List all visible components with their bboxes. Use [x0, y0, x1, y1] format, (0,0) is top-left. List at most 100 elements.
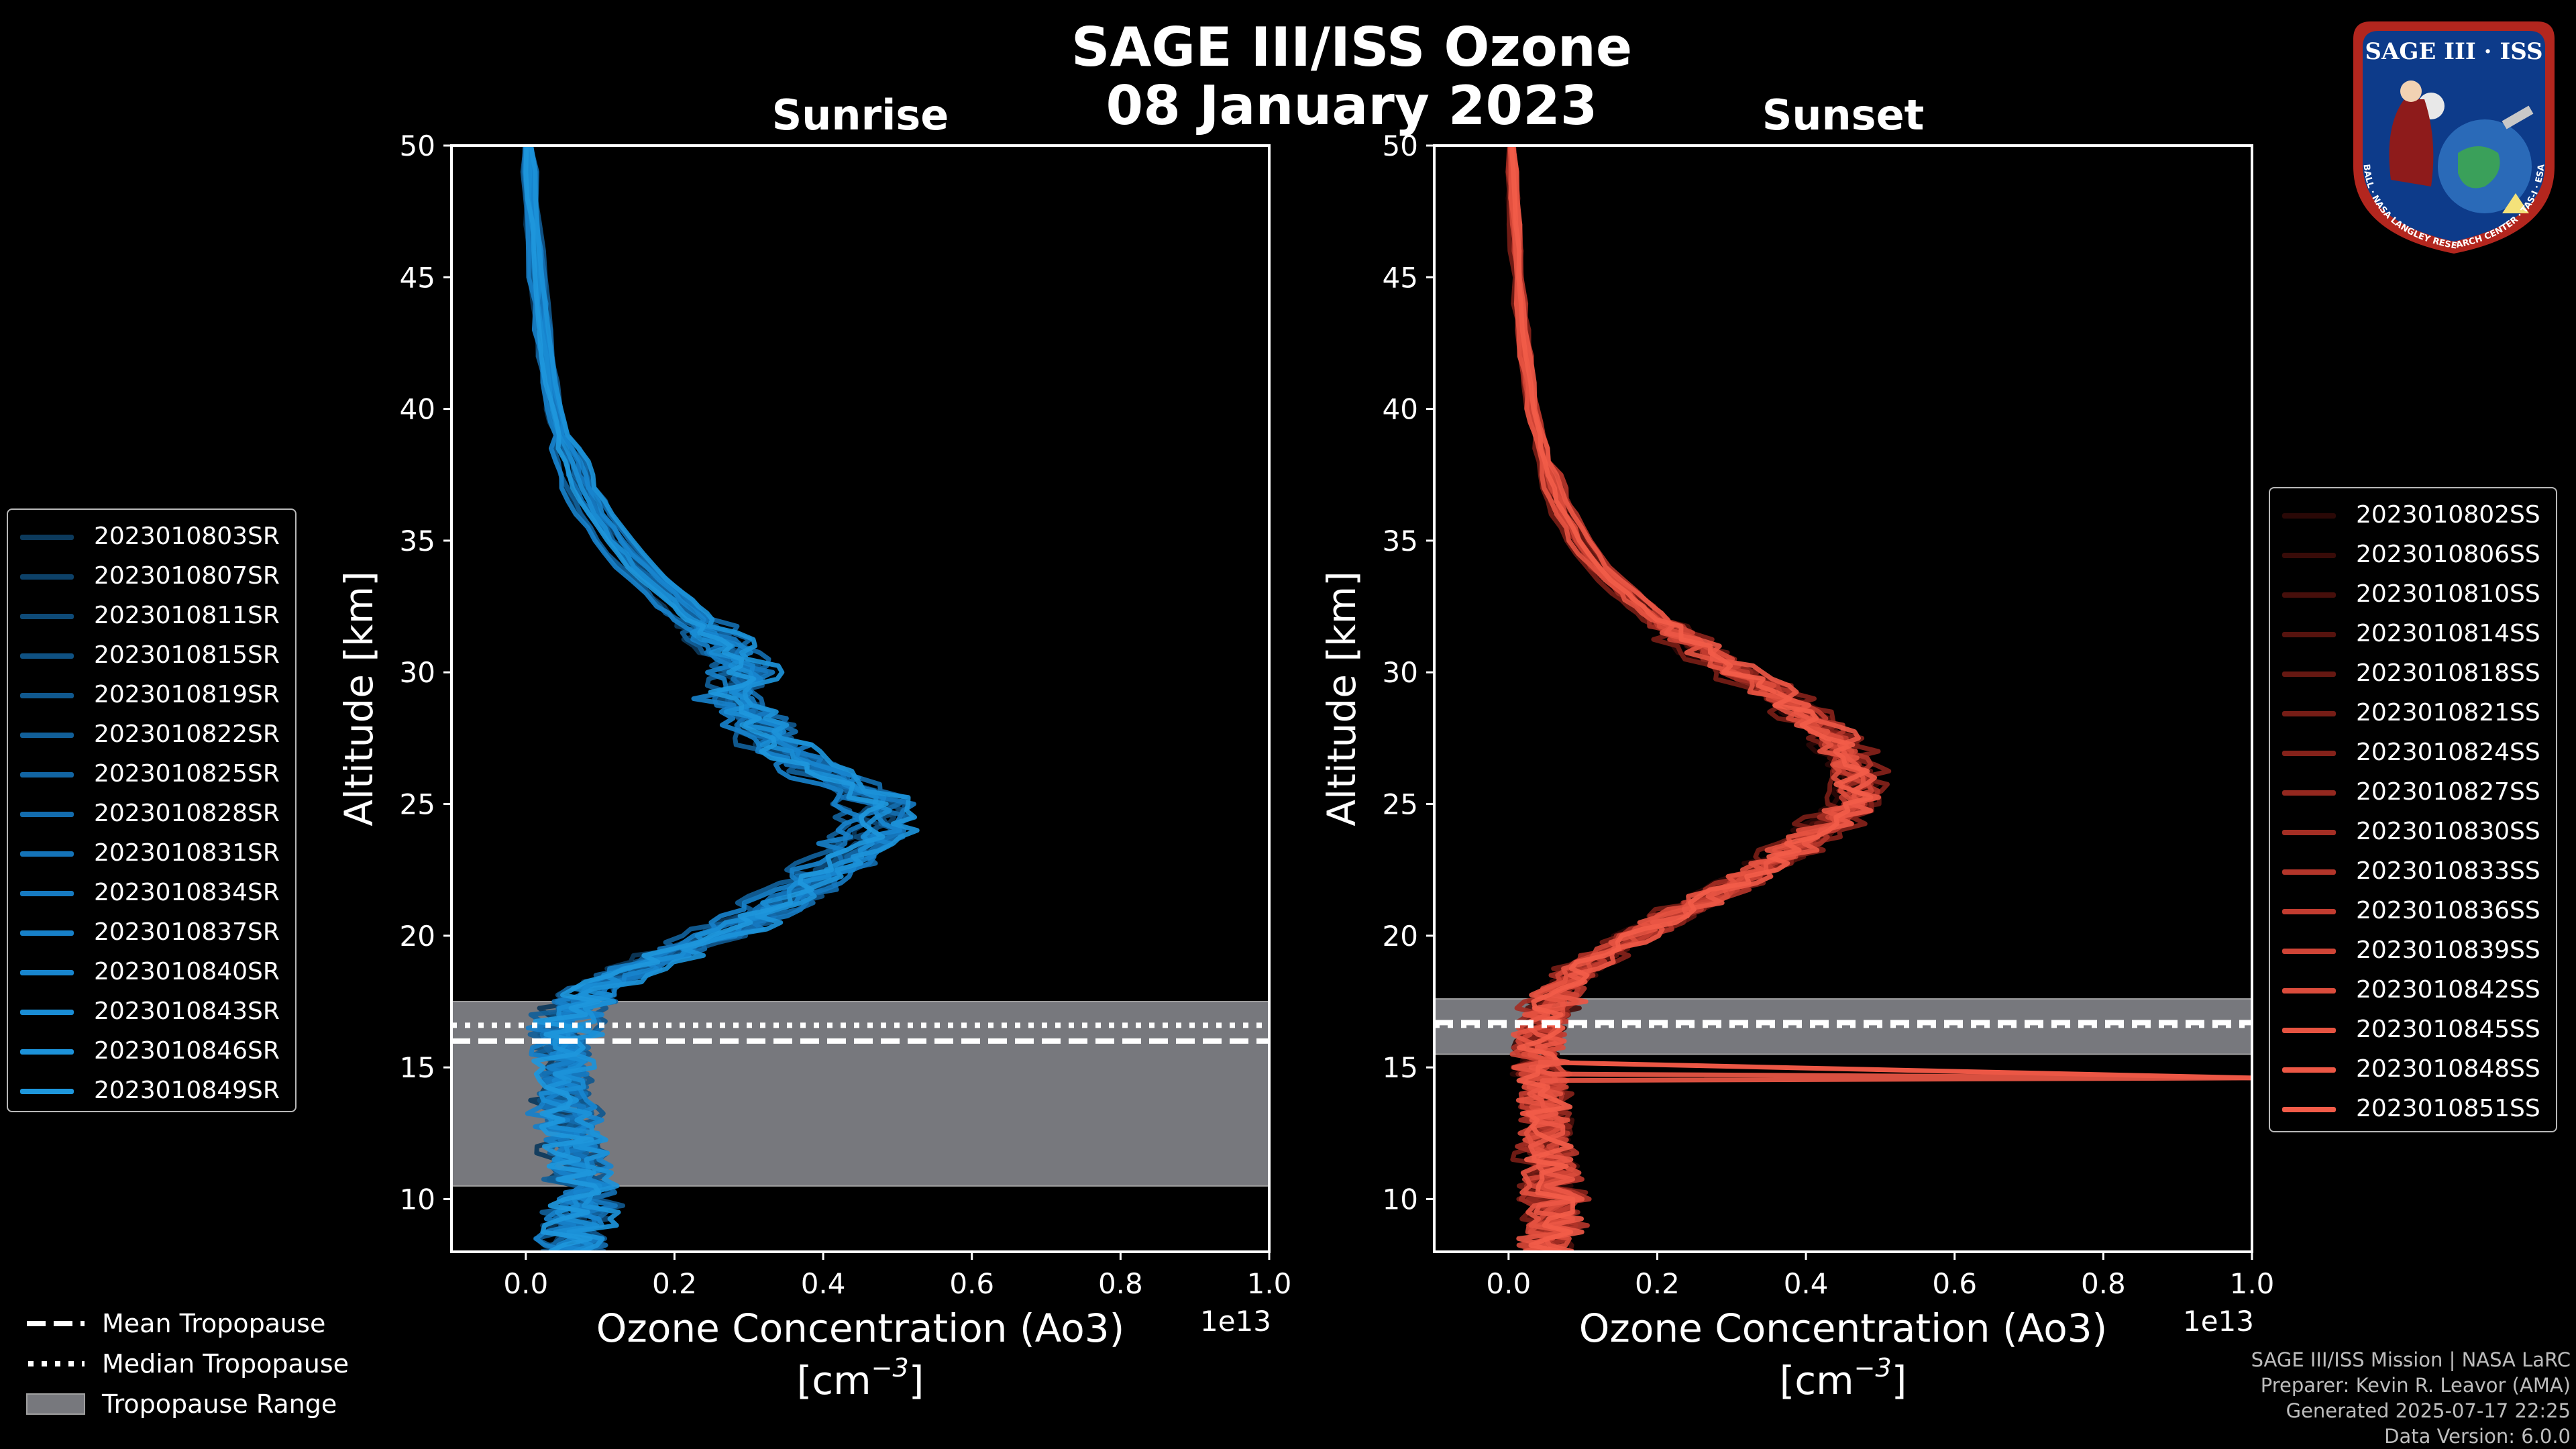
legend-item: 2023010836SS — [2270, 891, 2556, 930]
x-tick-label: 0.2 — [1635, 1267, 1680, 1300]
dotted-line-icon — [28, 1361, 85, 1366]
y-axis-label: Altitude [km] — [1319, 571, 1364, 826]
x-tick-label: 0.8 — [2081, 1267, 2126, 1300]
legend-swatch — [2282, 592, 2336, 598]
y-axis-label: Altitude [km] — [336, 571, 382, 826]
legend-item: 2023010811SR — [8, 596, 295, 635]
legend-label: 2023010803SR — [94, 523, 280, 550]
legend-swatch — [2282, 1067, 2336, 1073]
legend-item: 2023010819SR — [8, 675, 295, 714]
x-axis-unit-label: [cm−3] — [797, 1353, 924, 1403]
panel-title: Sunset — [1762, 91, 1925, 140]
legend-median-label: Median Tropopause — [102, 1349, 349, 1379]
legend-item: 2023010807SR — [8, 556, 295, 596]
legend-item: 2023010822SR — [8, 714, 295, 754]
axes-frame — [1433, 144, 2253, 1253]
x-axis-label: Ozone Concentration (Ao3) — [596, 1305, 1125, 1351]
legend-swatch — [20, 614, 74, 619]
footer-mission: SAGE III/ISS Mission | NASA LaRC — [2251, 1348, 2571, 1371]
y-tick-label: 35 — [1383, 525, 1418, 557]
legend-item: 2023010831SR — [8, 833, 295, 873]
legend-item: 2023010846SR — [8, 1031, 295, 1071]
y-tick-label: 10 — [400, 1183, 435, 1216]
legend-item: 2023010810SS — [2270, 574, 2556, 614]
x-unit-close: ] — [1892, 1358, 1907, 1403]
legend-label: 2023010833SS — [2356, 857, 2540, 885]
legend-swatch — [20, 851, 74, 857]
profile-2023010839SS — [1508, 146, 1874, 1252]
legend-item: 2023010821SS — [2270, 693, 2556, 733]
axes-frame — [450, 144, 1271, 1253]
legend-item: 2023010830SS — [2270, 812, 2556, 851]
profile-2023010851SS — [1509, 146, 1874, 1252]
dashed-line-icon — [27, 1321, 85, 1326]
legend-item: 2023010839SS — [2270, 930, 2556, 970]
legend-label: 2023010840SR — [94, 958, 280, 985]
logo-figure-icon — [2389, 99, 2434, 186]
y-tick-label: 15 — [400, 1051, 435, 1084]
legend-mean-tropopause: Mean Tropopause — [20, 1304, 396, 1343]
legend-label: 2023010818SS — [2356, 659, 2540, 687]
legend-item: 2023010840SR — [8, 952, 295, 991]
x-axis-label: Ozone Concentration (Ao3) — [1579, 1305, 2108, 1351]
legend-swatch — [2282, 632, 2336, 637]
legend-item: 2023010824SS — [2270, 733, 2556, 772]
legend-label: 2023010836SS — [2356, 897, 2540, 924]
legend-item: 2023010802SS — [2270, 495, 2556, 535]
logo-figure-head-icon — [2400, 80, 2422, 102]
x-tick-label: 0.4 — [801, 1267, 846, 1300]
legend-swatch — [20, 574, 74, 580]
legend-label: 2023010821SS — [2356, 699, 2540, 727]
legend-item: 2023010833SS — [2270, 851, 2556, 891]
legend-label: 2023010848SS — [2356, 1055, 2540, 1083]
x-tick-label: 0.6 — [1932, 1267, 1977, 1300]
legend-label: 2023010807SR — [94, 562, 280, 590]
sunset-panel: Sunset 0.0 0.2 0.4 0.6 0.8 1.0 10 15 20 25 30 35 40 45… — [1319, 91, 2274, 1403]
legend-item: 2023010814SS — [2270, 614, 2556, 653]
y-tick-label: 40 — [400, 393, 435, 426]
x-axis-unit-label: [cm−3] — [1780, 1353, 1907, 1403]
legend-swatch — [2282, 1028, 2336, 1033]
legend-swatch — [2282, 672, 2336, 677]
logo-title: SAGE III · ISS — [2365, 38, 2542, 65]
legend-item: 2023010834SR — [8, 873, 295, 912]
y-tick-label: 35 — [400, 525, 435, 557]
legend-label: 2023010843SR — [94, 998, 280, 1025]
legend-label: 2023010851SS — [2356, 1095, 2540, 1122]
legend-item: 2023010815SR — [8, 635, 295, 675]
x-unit-base: [cm — [1780, 1358, 1854, 1403]
legend-item: 2023010828SR — [8, 794, 295, 833]
legend-item: 2023010825SR — [8, 754, 295, 794]
range-patch-icon — [26, 1393, 85, 1415]
legend-swatch — [20, 772, 74, 777]
footer-version: Data Version: 6.0.0 — [2384, 1425, 2571, 1448]
figure-title-line2: 08 January 2023 — [1106, 74, 1598, 137]
legend-label: 2023010825SR — [94, 760, 280, 788]
y-tick-label: 40 — [1383, 393, 1418, 426]
y-tick-label: 15 — [1383, 1051, 1418, 1084]
x-tick-label: 0.6 — [949, 1267, 994, 1300]
x-unit-base: [cm — [797, 1358, 871, 1403]
y-tick-label: 25 — [400, 788, 435, 821]
profile-2023010849SR — [523, 146, 889, 1252]
x-offset-label: 1e13 — [1200, 1305, 1271, 1338]
y-tick-label: 50 — [1383, 129, 1418, 162]
legend-label: 2023010845SS — [2356, 1016, 2540, 1043]
sunset-legend: 2023010802SS 2023010806SS 2023010810SS 2023… — [2269, 487, 2557, 1132]
legend-item: 2023010806SS — [2270, 535, 2556, 574]
legend-swatch — [20, 930, 74, 936]
x-unit-close: ] — [909, 1358, 924, 1403]
logo-star-icon — [2502, 193, 2529, 213]
legend-label: 2023010822SR — [94, 720, 280, 748]
y-tick-label: 45 — [400, 261, 435, 294]
legend-label: 2023010814SS — [2356, 620, 2540, 647]
profile-2023010837SR — [522, 146, 865, 1252]
footer-credits: SAGE III/ISS Mission | NASA LaRC Prepare… — [2251, 1347, 2571, 1449]
legend-swatch — [2282, 869, 2336, 875]
y-tick-label: 45 — [1383, 261, 1418, 294]
legend-label: 2023010811SR — [94, 602, 280, 629]
legend-label: 2023010842SS — [2356, 976, 2540, 1004]
legend-swatch — [2282, 988, 2336, 994]
sage-iii-iss-logo: SAGE III · ISS BALL · NASA LANGLEY RESEA… — [2353, 21, 2555, 254]
